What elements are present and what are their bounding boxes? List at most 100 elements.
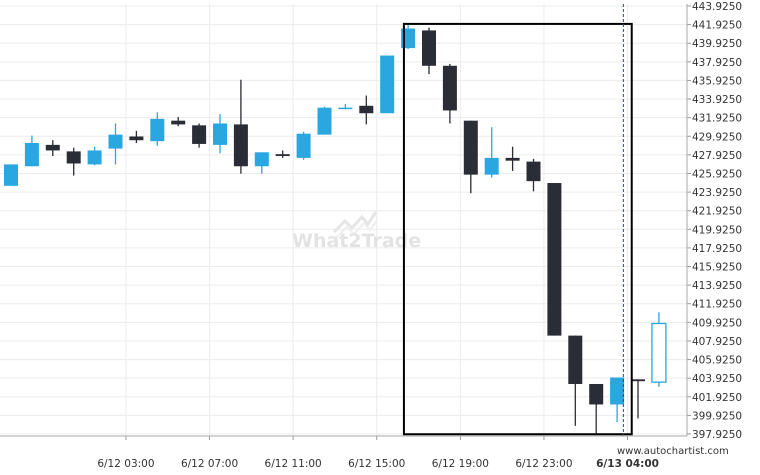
candle	[254, 152, 269, 174]
y-tick-label: 407.9250	[692, 336, 742, 348]
candle-body	[66, 151, 81, 164]
candle-body	[484, 157, 499, 175]
candle	[526, 158, 541, 192]
candle-body	[589, 383, 604, 405]
x-tick-label: 6/12 19:00	[432, 458, 489, 470]
candle-body	[547, 183, 562, 336]
candle	[359, 95, 374, 125]
candle	[4, 164, 18, 186]
candle	[108, 123, 123, 165]
y-axis: 443.9250 441.9250 439.9250 437.9250 435.9250…	[686, 1, 742, 441]
candle-body	[254, 152, 269, 167]
candle-body	[87, 150, 102, 165]
candle	[213, 114, 227, 154]
y-tick-label: 425.9250	[692, 168, 742, 180]
candle	[24, 135, 39, 167]
candle-body	[359, 105, 374, 114]
y-tick-label: 409.9250	[692, 317, 742, 329]
x-tick-label: 6/13 04:00	[596, 458, 659, 470]
candle-body	[108, 134, 123, 149]
candle	[505, 146, 520, 171]
pattern-box	[402, 22, 633, 436]
candle-body	[275, 154, 290, 157]
candle-body	[631, 379, 645, 382]
candle	[338, 103, 353, 110]
y-tick-label: 399.9250	[692, 410, 742, 422]
y-tick-label: 441.9250	[692, 20, 742, 32]
candle	[45, 140, 60, 157]
x-tick-label: 6/12 15:00	[348, 458, 405, 470]
x-tick-label: 6/12 07:00	[181, 458, 238, 470]
y-tick-label: 401.9250	[692, 392, 742, 404]
gridlines	[0, 4, 687, 436]
candle	[233, 79, 248, 174]
candle	[484, 127, 499, 178]
candle-body	[505, 157, 520, 161]
y-tick-label: 435.9250	[692, 75, 742, 87]
y-tick-label: 437.9250	[692, 57, 742, 69]
y-tick-label: 431.9250	[692, 113, 742, 125]
candle	[568, 335, 583, 426]
candle	[610, 377, 625, 423]
candle-body	[213, 123, 227, 145]
y-tick-label: 421.9250	[692, 206, 742, 218]
candle	[275, 150, 290, 158]
y-tick-label: 411.9250	[692, 299, 742, 311]
y-tick-label: 397.9250	[692, 429, 742, 441]
candle	[171, 116, 186, 127]
y-tick-label: 443.9250	[692, 1, 742, 13]
candle-body	[150, 118, 165, 142]
y-tick-label: 439.9250	[692, 38, 742, 50]
y-tick-label: 413.9250	[692, 280, 742, 292]
candles	[4, 24, 667, 434]
candle	[317, 106, 332, 135]
candle	[422, 27, 436, 75]
x-tick-label: 6/12 11:00	[265, 458, 322, 470]
candle-body	[380, 55, 395, 114]
candle-body	[651, 322, 667, 383]
y-tick-label: 429.9250	[692, 131, 742, 143]
y-tick-label: 403.9250	[692, 373, 742, 385]
watermark-logo-icon	[332, 211, 378, 239]
candle-body	[610, 377, 625, 405]
candle-body	[24, 143, 39, 167]
candle	[66, 147, 81, 176]
watermark-text: What2Trade	[292, 230, 421, 252]
candle-body	[526, 161, 541, 182]
candle-body	[45, 144, 60, 151]
candle	[380, 55, 395, 114]
candle	[631, 379, 645, 419]
candle	[651, 312, 667, 387]
candle-body	[4, 164, 18, 186]
candle-body	[463, 120, 478, 175]
what2trade-watermark: What2Trade	[292, 211, 421, 252]
candle	[463, 120, 478, 194]
candle-body	[338, 107, 353, 110]
candle	[547, 183, 562, 336]
candle	[87, 146, 102, 166]
autochartist-credit: www.autochartist.com	[617, 446, 729, 457]
candle-body	[296, 133, 311, 158]
y-tick-label: 423.9250	[692, 187, 742, 199]
candle-body	[192, 125, 207, 144]
y-tick-label: 419.9250	[692, 224, 742, 236]
y-tick-label: 433.9250	[692, 94, 742, 106]
candle	[296, 131, 311, 160]
x-axis: 6/12 03:00 6/12 07:00 6/12 11:00 6/12 15:00…	[0, 435, 687, 470]
candle-body	[233, 124, 248, 167]
y-tick-label: 405.9250	[692, 355, 742, 367]
candle-body	[129, 136, 144, 141]
candle-body	[422, 30, 436, 66]
candle-body	[317, 107, 332, 135]
candle	[150, 112, 165, 146]
candle	[192, 123, 207, 148]
y-tick-label: 427.9250	[692, 150, 742, 162]
x-tick-label: 6/12 03:00	[97, 458, 154, 470]
candle	[589, 383, 604, 434]
candle	[442, 63, 457, 124]
y-tick-label: 417.9250	[692, 243, 742, 255]
candle-body	[171, 120, 186, 125]
candle-body	[442, 65, 457, 111]
pattern-overlay	[402, 4, 633, 436]
